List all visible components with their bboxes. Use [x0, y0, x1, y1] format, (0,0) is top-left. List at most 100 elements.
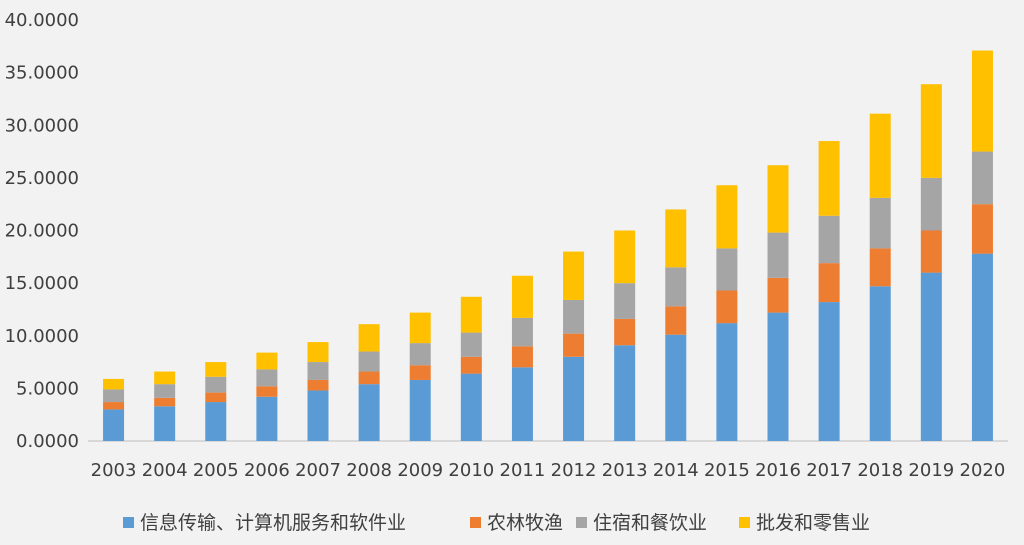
bar-segment-series-0 — [154, 406, 176, 441]
bar-segment-series-2 — [205, 376, 227, 393]
bar-segment-series-1 — [716, 290, 738, 324]
x-tick-label: 2015 — [704, 460, 750, 481]
bar-segment-series-0 — [818, 302, 840, 441]
legend-swatch — [739, 517, 750, 528]
bar-segment-series-1 — [818, 263, 840, 303]
x-tick-label: 2013 — [602, 460, 648, 481]
legend-item: 住宿和餐饮业 — [576, 512, 707, 534]
legend-item: 批发和零售业 — [739, 512, 870, 534]
bar-segment-series-2 — [767, 232, 789, 278]
bar-stack-2007 — [307, 342, 329, 441]
bar-segment-series-1 — [256, 386, 278, 397]
bar-segment-series-2 — [103, 389, 125, 403]
x-tick-label: 2011 — [500, 460, 546, 481]
bar-segment-series-0 — [563, 356, 585, 441]
bar-stack-2011 — [511, 275, 533, 441]
bar-segment-series-0 — [614, 345, 636, 441]
bar-segment-series-2 — [971, 151, 993, 205]
bar-segment-series-3 — [665, 209, 687, 268]
legend-label: 信息传输、计算机服务和软件业 — [140, 512, 406, 534]
legend-item: 信息传输、计算机服务和软件业 — [123, 512, 406, 534]
legend-label: 批发和零售业 — [756, 512, 870, 534]
bar-segment-series-1 — [869, 248, 891, 287]
bar-segment-series-3 — [818, 141, 840, 216]
bar-segment-series-3 — [869, 113, 891, 198]
bar-segment-series-0 — [716, 323, 738, 441]
bar-stack-2017 — [818, 141, 840, 441]
y-tick-label: 30.0000 — [5, 115, 79, 136]
bar-segment-series-3 — [716, 185, 738, 249]
bar-segment-series-0 — [869, 286, 891, 441]
bar-segment-series-3 — [307, 342, 329, 363]
bar-segment-series-3 — [971, 50, 993, 152]
x-axis-ticks: 2003 2004 2005 2006 2007 2008 2009 2010 2011 2012… — [91, 460, 1006, 481]
bar-stack-2019 — [920, 84, 942, 441]
bar-segment-series-1 — [971, 204, 993, 254]
x-tick-label: 2009 — [397, 460, 443, 481]
bar-segment-series-2 — [358, 351, 380, 372]
bar-segment-series-1 — [358, 371, 380, 385]
bar-segment-series-2 — [920, 177, 942, 231]
x-tick-label: 2016 — [755, 460, 801, 481]
x-tick-label: 2019 — [908, 460, 954, 481]
x-tick-label: 2004 — [142, 460, 188, 481]
bar-stack-2018 — [869, 113, 891, 441]
bar-segment-series-0 — [920, 272, 942, 441]
bars — [103, 50, 993, 441]
x-tick-label: 2017 — [806, 460, 852, 481]
bar-segment-series-2 — [665, 267, 687, 307]
bar-segment-series-3 — [154, 371, 176, 385]
bar-segment-series-3 — [614, 230, 636, 284]
bar-segment-series-2 — [563, 299, 585, 334]
bar-segment-series-1 — [614, 318, 636, 346]
y-tick-label: 0.0000 — [16, 431, 79, 452]
y-tick-label: 40.0000 — [5, 10, 79, 31]
bar-stack-2010 — [460, 296, 482, 441]
bar-segment-series-1 — [511, 346, 533, 368]
x-tick-label: 2010 — [448, 460, 494, 481]
y-tick-label: 35.0000 — [5, 63, 79, 84]
bar-stack-2013 — [614, 230, 636, 441]
bar-segment-series-0 — [205, 402, 227, 441]
x-tick-label: 2014 — [653, 460, 699, 481]
bar-stack-2004 — [154, 371, 176, 441]
bar-segment-series-1 — [665, 306, 687, 335]
bar-segment-series-1 — [920, 230, 942, 273]
legend-swatch — [470, 517, 481, 528]
bar-segment-series-1 — [409, 365, 431, 380]
bar-stack-2014 — [665, 209, 687, 441]
bar-segment-series-2 — [154, 384, 176, 398]
legend-label: 住宿和餐饮业 — [593, 512, 707, 534]
bar-segment-series-3 — [409, 312, 431, 344]
bar-segment-series-1 — [563, 333, 585, 357]
x-tick-label: 2006 — [244, 460, 290, 481]
x-tick-label: 2007 — [295, 460, 341, 481]
bar-segment-series-1 — [767, 277, 789, 313]
bar-segment-series-0 — [358, 384, 380, 441]
bar-segment-series-0 — [460, 373, 482, 441]
x-tick-label: 2005 — [193, 460, 239, 481]
bar-segment-series-2 — [869, 197, 891, 249]
bar-segment-series-3 — [460, 296, 482, 333]
bar-segment-series-2 — [460, 332, 482, 357]
x-tick-label: 2018 — [857, 460, 903, 481]
legend-swatch — [123, 517, 134, 528]
bar-segment-series-0 — [256, 396, 278, 441]
bar-segment-series-3 — [103, 378, 125, 390]
bar-segment-series-0 — [971, 253, 993, 441]
y-tick-label: 10.0000 — [5, 326, 79, 347]
bar-stack-2009 — [409, 312, 431, 441]
bar-stack-2006 — [256, 352, 278, 441]
bar-segment-series-2 — [818, 215, 840, 264]
bar-segment-series-0 — [409, 379, 431, 441]
x-tick-label: 2012 — [551, 460, 597, 481]
x-tick-label: 2003 — [91, 460, 137, 481]
y-tick-label: 15.0000 — [5, 273, 79, 294]
x-tick-label: 2020 — [960, 460, 1006, 481]
legend-swatch — [576, 517, 587, 528]
bar-segment-series-0 — [767, 312, 789, 441]
y-tick-label: 5.0000 — [16, 378, 79, 399]
y-tick-label: 25.0000 — [5, 168, 79, 189]
y-axis-ticks: 0.0000 5.0000 10.0000 15.0000 20.0000 25.0000… — [5, 10, 79, 452]
